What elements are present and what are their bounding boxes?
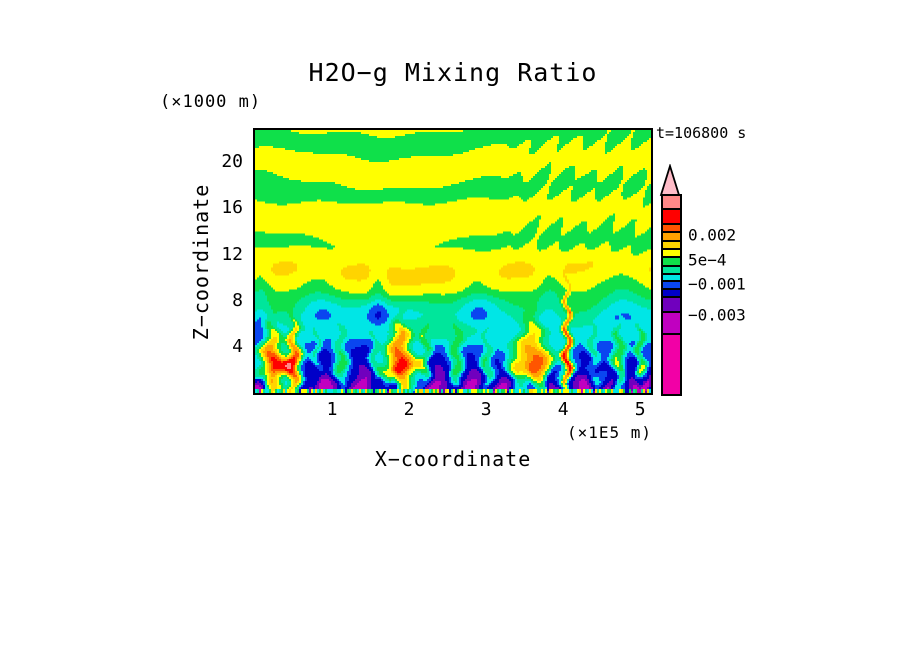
colorbar-segment: [663, 233, 680, 242]
colorbar-segment: [663, 225, 680, 233]
colorbar-segment: [663, 242, 680, 250]
contour-plot-canvas: [255, 130, 651, 393]
time-annotation: t=106800 s: [656, 124, 747, 142]
colorbar-segment: [663, 282, 680, 290]
chart-title: H2O−g Mixing Ratio: [308, 58, 598, 87]
colorbar-segment: [663, 298, 680, 313]
colorbar-value-label: 0.002: [688, 225, 737, 245]
x-tick-label: 3: [480, 399, 492, 420]
z-axis-units-label: (×1000 m): [160, 92, 262, 112]
colorbar-segment: [663, 267, 680, 275]
colorbar-segment: [663, 258, 680, 267]
colorbar-segment: [663, 196, 680, 210]
colorbar-segment: [663, 290, 680, 298]
z-axis-title: Z−coordinate: [189, 183, 213, 341]
x-tick-label: 1: [326, 399, 338, 420]
colorbar-segment: [663, 275, 680, 282]
x-tick-label: 5: [634, 399, 646, 420]
x-tick-label: 2: [403, 399, 415, 420]
x-tick-label: 4: [557, 399, 569, 420]
colorbar-value-label: −0.001: [688, 274, 746, 294]
colorbar-segment: [663, 250, 680, 258]
colorbar-value-label: −0.003: [688, 305, 746, 325]
z-tick-label: 4: [232, 335, 243, 357]
plot-area-frame: [253, 128, 653, 395]
colorbar-segment: [663, 210, 680, 225]
z-tick-label: 12: [221, 243, 243, 265]
z-tick-label: 8: [232, 289, 243, 311]
colorbar-segment: [663, 313, 680, 335]
colorbar-segment: [663, 335, 680, 394]
colorbar: [661, 194, 682, 396]
x-axis-title: X−coordinate: [374, 447, 532, 471]
z-tick-label: 16: [221, 197, 243, 219]
colorbar-value-label: 5e−4: [688, 250, 727, 270]
x-axis-units-label: (×1E5 m): [566, 423, 652, 442]
z-tick-label: 20: [221, 151, 243, 173]
colorbar-arrow-icon: [659, 164, 681, 196]
